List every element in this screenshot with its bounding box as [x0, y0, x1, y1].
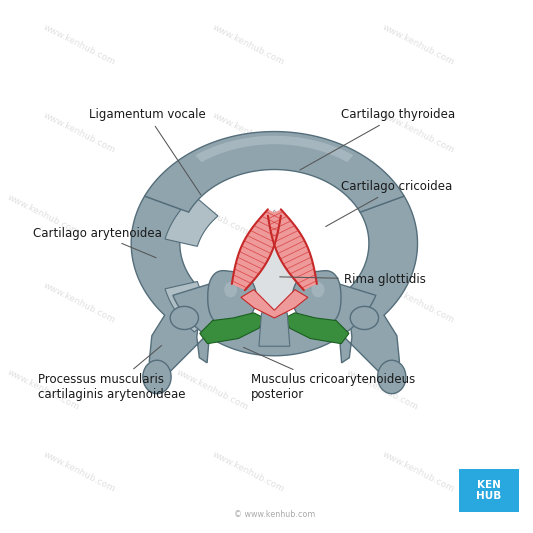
Text: KEN
HUB: KEN HUB	[477, 480, 502, 502]
Ellipse shape	[224, 282, 237, 297]
Text: Rima glottidis: Rima glottidis	[280, 273, 426, 286]
Text: Musculus cricoarytenoideus
posterior: Musculus cricoarytenoideus posterior	[244, 348, 415, 401]
Ellipse shape	[312, 282, 325, 297]
Polygon shape	[173, 284, 376, 356]
FancyBboxPatch shape	[458, 469, 519, 512]
Text: Ligamentum vocale: Ligamentum vocale	[89, 108, 206, 195]
Text: www.kenhub.com: www.kenhub.com	[211, 23, 286, 67]
Polygon shape	[241, 289, 308, 318]
Text: www.kenhub.com: www.kenhub.com	[175, 368, 250, 412]
Ellipse shape	[350, 306, 378, 329]
Text: www.kenhub.com: www.kenhub.com	[175, 193, 250, 237]
Text: www.kenhub.com: www.kenhub.com	[381, 111, 456, 155]
Text: www.kenhub.com: www.kenhub.com	[5, 368, 80, 412]
Text: www.kenhub.com: www.kenhub.com	[211, 111, 286, 155]
Text: Cartilago cricoidea: Cartilago cricoidea	[326, 180, 453, 227]
Polygon shape	[232, 209, 281, 290]
Polygon shape	[236, 210, 313, 313]
Text: www.kenhub.com: www.kenhub.com	[41, 23, 116, 67]
Polygon shape	[285, 313, 349, 344]
Polygon shape	[293, 271, 341, 324]
Ellipse shape	[170, 306, 198, 329]
Polygon shape	[196, 136, 353, 162]
Text: www.kenhub.com: www.kenhub.com	[5, 193, 80, 237]
Polygon shape	[165, 196, 218, 246]
Polygon shape	[339, 196, 417, 382]
Text: www.kenhub.com: www.kenhub.com	[211, 450, 286, 495]
Text: www.kenhub.com: www.kenhub.com	[345, 193, 420, 237]
Polygon shape	[165, 281, 218, 332]
Text: www.kenhub.com: www.kenhub.com	[381, 450, 456, 495]
Text: www.kenhub.com: www.kenhub.com	[345, 368, 420, 412]
Text: Cartilago arytenoidea: Cartilago arytenoidea	[33, 227, 161, 258]
Ellipse shape	[143, 360, 171, 394]
Polygon shape	[268, 209, 317, 290]
Polygon shape	[200, 313, 264, 344]
Polygon shape	[259, 313, 290, 346]
Text: Cartilago thyroidea: Cartilago thyroidea	[300, 108, 455, 170]
Text: www.kenhub.com: www.kenhub.com	[211, 280, 286, 325]
Ellipse shape	[377, 360, 406, 394]
Text: www.kenhub.com: www.kenhub.com	[41, 111, 116, 155]
Text: Processus muscularis
cartilaginis arytenoideae: Processus muscularis cartilaginis aryten…	[38, 345, 185, 401]
Polygon shape	[144, 132, 404, 212]
Polygon shape	[208, 271, 256, 324]
Text: www.kenhub.com: www.kenhub.com	[41, 280, 116, 325]
Text: www.kenhub.com: www.kenhub.com	[381, 23, 456, 67]
Text: www.kenhub.com: www.kenhub.com	[41, 450, 116, 495]
Polygon shape	[131, 196, 209, 382]
Text: © www.kenhub.com: © www.kenhub.com	[233, 510, 315, 519]
Text: www.kenhub.com: www.kenhub.com	[381, 280, 456, 325]
